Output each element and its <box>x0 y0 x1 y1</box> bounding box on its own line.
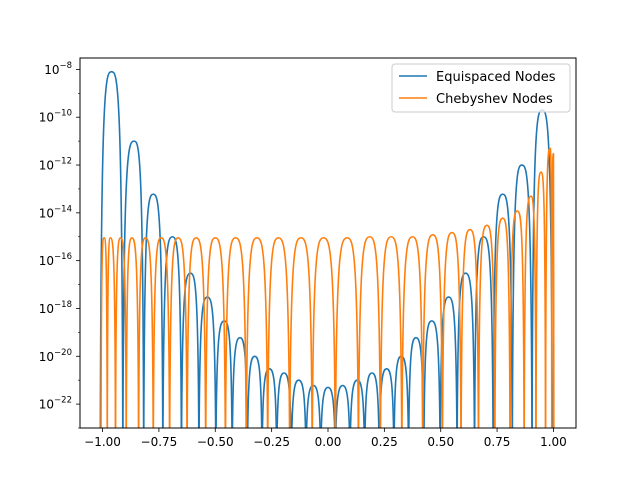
equispaced-lobe <box>423 320 441 428</box>
chebyshev-lobe <box>224 237 247 428</box>
equispaced-lobe <box>456 272 476 428</box>
chebyshev-lobe <box>401 235 424 428</box>
chebyshev-lobe <box>311 237 336 428</box>
chebyshev-lobe <box>509 210 525 428</box>
chebyshev-lobe <box>357 235 382 428</box>
chebyshev-lobe <box>100 237 109 428</box>
x-tick-label: −0.50 <box>197 435 234 449</box>
y-tick-label: 10−14 <box>39 204 72 220</box>
y-tick-label: 10−18 <box>39 300 72 316</box>
series-layer <box>99 70 555 428</box>
equispaced-lobe <box>246 355 263 428</box>
chebyshev-lobe <box>494 217 511 428</box>
equispaced-lobe <box>162 235 183 428</box>
y-tick-label: 10−16 <box>39 252 72 268</box>
chebyshev-lobe <box>523 195 537 428</box>
legend-box <box>391 63 571 113</box>
legend: Equispaced Nodes Chebyshev Nodes <box>391 63 571 113</box>
x-tick-label: −1.00 <box>84 435 121 449</box>
y-tick-label: 10−22 <box>39 396 72 412</box>
x-tick-label: −0.75 <box>141 435 178 449</box>
y-tick-label: 10−8 <box>44 61 72 77</box>
x-tick-label: 0.25 <box>371 435 398 449</box>
chebyshev-lobe <box>168 237 188 428</box>
y-tick-label: 10−12 <box>39 157 72 173</box>
chebyshev-lobe <box>535 171 547 428</box>
chebyshev-lobe <box>267 237 291 428</box>
y-axis: 10−8 10−10 10−12 10−14 10−16 10−18 10−20 10−22 <box>39 61 80 429</box>
chebyshev-lobe <box>289 237 313 428</box>
equispaced-lobe <box>511 164 533 428</box>
x-tick-label: 1.00 <box>540 435 567 449</box>
chebyshev-lobe <box>114 237 127 428</box>
chebyshev-lobe <box>477 224 496 428</box>
x-tick-label: 0.75 <box>484 435 511 449</box>
chebyshev-lobe <box>106 237 117 428</box>
equispaced-lobe <box>261 367 278 428</box>
chebyshev-lobe <box>137 237 154 428</box>
equispaced-lobe <box>99 70 124 428</box>
equispaced-lobe <box>364 372 380 428</box>
chebyshev-lobe <box>441 231 462 428</box>
chebyshev-lobe <box>125 237 140 428</box>
equispaced-lobe <box>142 193 164 428</box>
chebyshev-lobe <box>379 235 403 428</box>
chebyshev-lobe <box>460 228 480 428</box>
x-tick-label: 0.50 <box>427 435 454 449</box>
chebyshev-lobe <box>334 237 360 428</box>
y-tick-label: 10−10 <box>39 109 72 125</box>
chebyshev-lobe <box>245 237 269 428</box>
legend-label-chebyshev: Chebyshev Nodes <box>436 92 553 107</box>
chebyshev-lobe <box>422 234 444 428</box>
y-tick-label: 10−20 <box>39 348 72 364</box>
x-tick-label: 0.00 <box>315 435 342 449</box>
chebyshev-lobe <box>152 237 171 428</box>
chebyshev-lobe <box>186 237 207 428</box>
equispaced-lobe <box>291 379 307 428</box>
x-tick-label: −0.25 <box>253 435 290 449</box>
legend-label-equispaced: Equispaced Nodes <box>436 70 556 85</box>
x-axis: −1.00 −0.75 −0.50 −0.25 0.00 0.25 0.50 0.75 1.00 <box>84 428 567 449</box>
chebyshev-lobe <box>550 152 555 428</box>
chebyshev-lobe <box>205 237 227 428</box>
